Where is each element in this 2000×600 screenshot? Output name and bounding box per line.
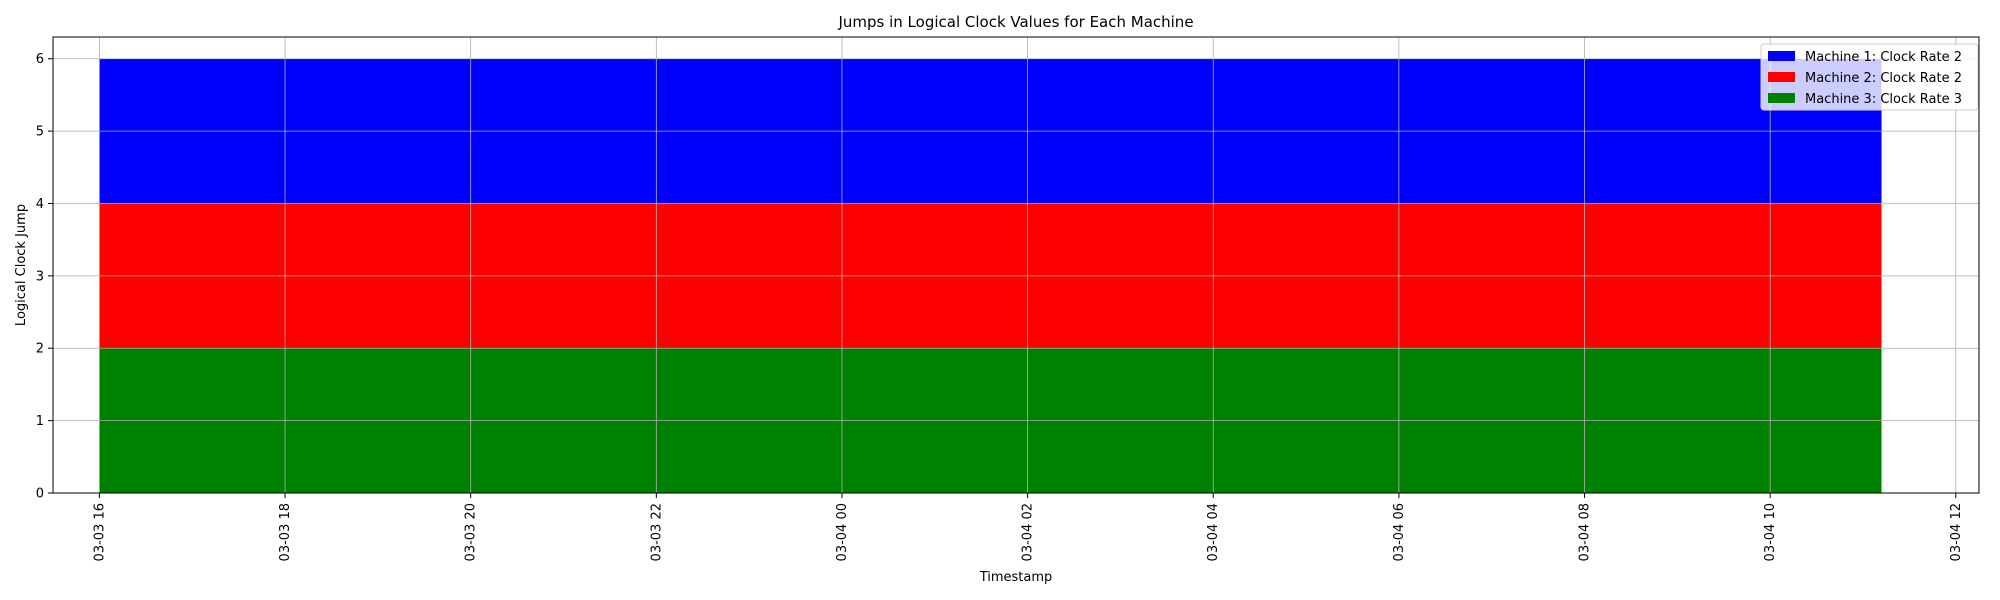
x-tick-label: 03-04 06	[1392, 503, 1407, 561]
legend-entry: Machine 3: Clock Rate 3	[1805, 92, 1962, 107]
x-tick-label: 03-04 04	[1206, 503, 1221, 561]
y-tick-label: 3	[36, 269, 44, 284]
legend-swatch	[1768, 72, 1795, 82]
y-tick-label: 1	[36, 414, 44, 429]
y-axis-ticks: 0 1 2 3 4 5 6	[36, 52, 53, 502]
x-tick-label: 03-04 02	[1021, 503, 1036, 561]
legend: Machine 1: Clock Rate 2 Machine 2: Clock …	[1760, 43, 1979, 111]
legend-swatch	[1768, 93, 1795, 103]
axes-layer	[52, 36, 1980, 494]
y-tick-label: 4	[36, 197, 44, 212]
y-axis-label: Logical Clock Jump	[14, 204, 29, 326]
x-tick-label: 03-03 18	[278, 503, 293, 561]
x-tick-label: 03-03 20	[464, 503, 479, 561]
legend-entry: Machine 2: Clock Rate 2	[1805, 71, 1962, 86]
y-tick-label: 6	[36, 52, 44, 67]
x-tick-label: 03-03 22	[649, 503, 664, 561]
x-tick-label: 03-04 10	[1763, 503, 1778, 561]
y-tick-label: 2	[36, 342, 44, 357]
x-tick-label: 03-03 16	[92, 503, 107, 561]
x-tick-label: 03-04 12	[1949, 503, 1964, 561]
plot-frame	[52, 36, 1980, 494]
legend-entry: Machine 1: Clock Rate 2	[1805, 50, 1962, 65]
legend-swatch	[1768, 51, 1795, 61]
x-axis-label: Timestamp	[979, 570, 1053, 585]
x-axis-ticks: 03-03 16 03-03 18 03-03 20 03-03 22 03-04 00…	[92, 493, 1964, 561]
y-tick-label: 5	[36, 125, 44, 140]
y-tick-label: 0	[36, 487, 44, 502]
chart-title: Jumps in Logical Clock Values for Each M…	[837, 13, 1193, 31]
x-tick-label: 03-04 08	[1578, 503, 1593, 561]
legend-box	[1760, 43, 1979, 111]
x-tick-label: 03-04 00	[835, 503, 850, 561]
